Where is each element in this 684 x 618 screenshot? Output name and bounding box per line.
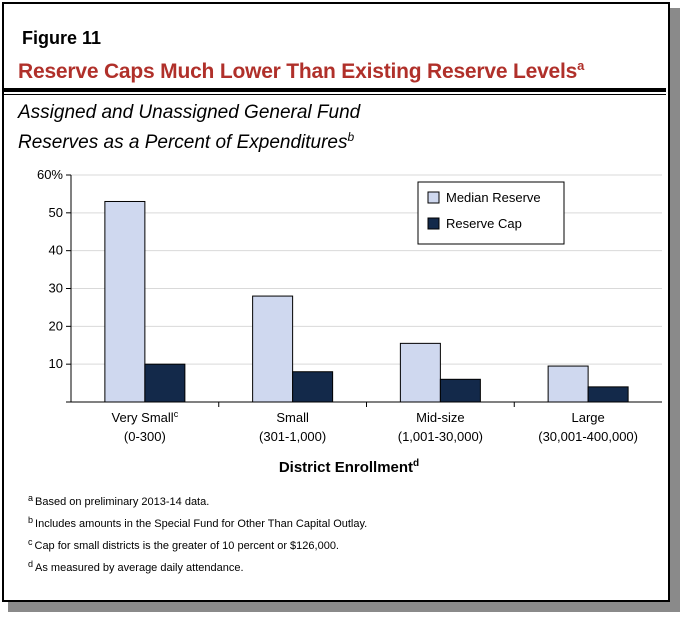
title-rule-thick xyxy=(2,88,666,92)
figure-title: Reserve Caps Much Lower Than Existing Re… xyxy=(18,58,584,84)
x-axis-title-footnote: d xyxy=(413,458,419,469)
bar-median-reserve xyxy=(399,342,441,403)
x-tick-range-label: (30,001-400,000) xyxy=(538,429,638,444)
footnote-b-text: Includes amounts in the Special Fund for… xyxy=(35,518,368,530)
subtitle-line-2-text: Reserves as a Percent of Expenditures xyxy=(18,132,348,153)
bar-reserve-cap xyxy=(144,363,186,403)
bar-median-reserve xyxy=(104,200,146,403)
legend-box xyxy=(417,181,565,245)
subtitle-footnote: b xyxy=(347,130,355,144)
footnote-c: c Cap for small districts is the greater … xyxy=(28,534,367,556)
legend-label-reserve-cap: Reserve Cap xyxy=(446,216,522,231)
bar-median-reserve xyxy=(252,295,294,403)
y-tick-label: 30 xyxy=(49,281,63,296)
legend-swatch-reserve-cap xyxy=(427,217,440,230)
y-tick-label: 60% xyxy=(37,167,63,182)
footnote-a: a Based on preliminary 2013-14 data. xyxy=(28,490,367,512)
title-rule-thin xyxy=(2,94,666,95)
footnote-b: b Includes amounts in the Special Fund fo… xyxy=(28,512,367,534)
x-tick-label: Small xyxy=(276,410,309,425)
x-tick-range-label: (301-1,000) xyxy=(259,429,326,444)
y-tick-label: 50 xyxy=(49,205,63,220)
figure-label: Figure 11 xyxy=(22,28,102,48)
footnote-c-marker: c xyxy=(28,537,33,547)
bar-median-reserve xyxy=(547,365,589,403)
x-tick-label: Mid-size xyxy=(416,410,464,425)
bar-reserve-cap xyxy=(587,386,629,403)
footnote-a-text: Based on preliminary 2013-14 data. xyxy=(35,496,210,508)
y-tick-label: 10 xyxy=(49,356,63,371)
subtitle-line-1: Assigned and Unassigned General Fund xyxy=(18,102,361,123)
x-axis-title: District Enrollmentd xyxy=(279,458,419,476)
subtitle-line-2: Reserves as a Percent of Expendituresb xyxy=(18,125,360,155)
footnote-d-text: As measured by average daily attendance. xyxy=(35,562,244,574)
footnote-b-marker: b xyxy=(28,515,34,525)
y-tick-label: 40 xyxy=(49,243,63,258)
x-tick-range-label: (0-300) xyxy=(124,429,166,444)
legend-label-median-reserve: Median Reserve xyxy=(446,190,541,205)
footnote-a-marker: a xyxy=(28,493,34,503)
footnote-d-marker: d xyxy=(28,559,34,569)
footnote-d: d As measured by average daily attendance… xyxy=(28,556,367,578)
footnotes: a Based on preliminary 2013-14 data. b Inc… xyxy=(28,490,367,578)
bar-reserve-cap xyxy=(292,371,334,403)
figure-title-footnote: a xyxy=(577,58,585,73)
x-tick-range-label: (1,001-30,000) xyxy=(398,429,483,444)
x-tick-label-footnote: c xyxy=(174,409,179,419)
figure-title-text: Reserve Caps Much Lower Than Existing Re… xyxy=(18,60,578,83)
x-tick-label: Large xyxy=(572,410,605,425)
chart-subtitle: Assigned and Unassigned General Fund Res… xyxy=(18,101,360,155)
y-tick-label: 20 xyxy=(49,318,63,333)
bar-reserve-cap xyxy=(439,378,481,403)
x-tick-label: Very Smallc xyxy=(112,409,179,425)
footnote-c-text: Cap for small districts is the greater o… xyxy=(34,540,340,552)
legend-swatch-median-reserve xyxy=(427,191,440,204)
